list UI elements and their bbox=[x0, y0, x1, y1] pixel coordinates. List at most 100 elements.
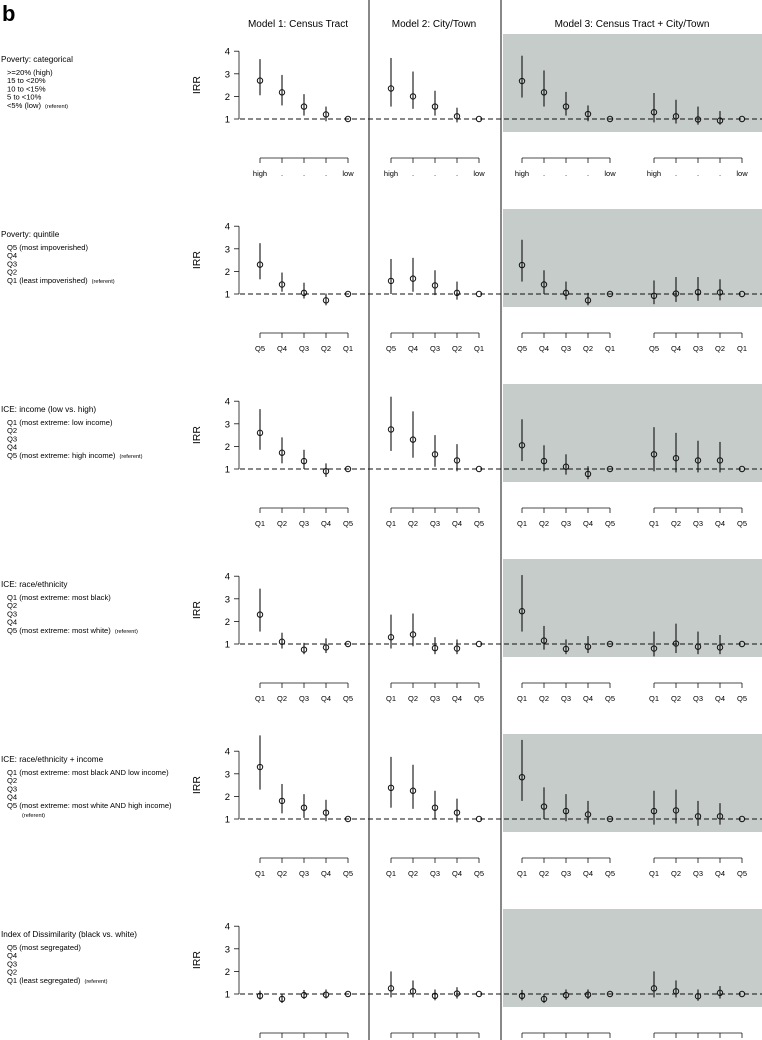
point-estimate-model2 bbox=[431, 644, 439, 652]
point-estimate-model3a bbox=[606, 465, 614, 473]
point-estimate-model2 bbox=[431, 804, 439, 811]
point-estimate-model1 bbox=[278, 797, 286, 805]
y-tick-label: 4 bbox=[225, 222, 230, 233]
point-estimate-model2 bbox=[475, 990, 483, 998]
point-estimate-model3a bbox=[584, 643, 592, 650]
y-tick-label: 1 bbox=[225, 465, 230, 476]
point-estimate-model1 bbox=[256, 429, 264, 437]
x-tick-label: Q3 bbox=[299, 344, 309, 353]
model3-shade-5 bbox=[503, 734, 762, 832]
y-tick-label: 4 bbox=[225, 397, 230, 408]
x-tick-label: Q2 bbox=[408, 519, 418, 528]
x-tick-label: Q2 bbox=[671, 694, 681, 703]
x-tick-label: Q1 bbox=[605, 344, 615, 353]
point-estimate-model3a bbox=[540, 89, 548, 96]
x-tick-label: Q5 bbox=[343, 694, 353, 703]
x-tick-label: Q1 bbox=[255, 694, 265, 703]
x-tick-label: Q5 bbox=[737, 869, 747, 878]
point-estimate-model3b bbox=[738, 290, 746, 298]
point-estimate-model2 bbox=[453, 809, 461, 816]
point-estimate-model1 bbox=[344, 815, 352, 823]
x-tick-label: Q1 bbox=[386, 694, 396, 703]
y-tick-label: 3 bbox=[225, 69, 230, 80]
x-tick-label: Q2 bbox=[277, 519, 287, 528]
x-tick-label: Q5 bbox=[343, 519, 353, 528]
point-estimate-model2 bbox=[409, 93, 417, 100]
x-tick-label: Q4 bbox=[408, 344, 418, 353]
y-tick-label: 4 bbox=[225, 47, 230, 58]
x-tick-label: Q2 bbox=[277, 869, 287, 878]
x-tick-label: Q2 bbox=[408, 869, 418, 878]
x-tick-label: Q5 bbox=[474, 694, 484, 703]
legend-item: Q5 (most extreme: most white AND high in… bbox=[7, 801, 172, 810]
point-estimate-model2 bbox=[453, 289, 461, 297]
exposure-title: Index of Dissimilarity (black vs. white) bbox=[1, 930, 137, 939]
legend-item: Q1 (least segregated) bbox=[7, 976, 81, 985]
x-tick-label: Q2 bbox=[452, 344, 462, 353]
x-tick-label: Q2 bbox=[583, 344, 593, 353]
y-tick-label: 4 bbox=[225, 922, 230, 933]
referent-tag: (referent) bbox=[115, 629, 138, 635]
model3-shade-4 bbox=[503, 559, 762, 657]
point-estimate-model1 bbox=[278, 89, 286, 96]
legend-item: Q3 bbox=[7, 434, 17, 443]
x-tick-label: Q4 bbox=[321, 694, 331, 703]
legend-item: Q4 bbox=[7, 618, 17, 627]
legend-item: Q2 bbox=[7, 426, 17, 435]
x-tick-label: Q4 bbox=[277, 344, 287, 353]
x-tick-label: Q3 bbox=[430, 694, 440, 703]
point-estimate-model3b bbox=[650, 807, 658, 815]
point-estimate-model2 bbox=[431, 103, 439, 110]
referent-tag: (referent) bbox=[22, 813, 45, 819]
x-tick-label: Q5 bbox=[386, 344, 396, 353]
x-tick-label: Q5 bbox=[343, 869, 353, 878]
point-estimate-model3a bbox=[584, 110, 592, 118]
point-estimate-model1 bbox=[322, 468, 330, 475]
exposure-title: Poverty: quintile bbox=[1, 230, 60, 239]
x-tick-label: Q3 bbox=[561, 519, 571, 528]
x-tick-label: high bbox=[647, 169, 661, 178]
x-tick-label: Q4 bbox=[671, 344, 681, 353]
point-estimate-model3b bbox=[716, 117, 724, 124]
x-tick-label: Q2 bbox=[539, 519, 549, 528]
x-tick-label: Q3 bbox=[430, 519, 440, 528]
point-estimate-model2 bbox=[475, 290, 483, 298]
exposure-title: ICE: income (low vs. high) bbox=[1, 405, 96, 414]
x-tick-label: Q3 bbox=[693, 694, 703, 703]
x-tick-label: Q4 bbox=[583, 519, 593, 528]
point-estimate-model1 bbox=[344, 290, 352, 298]
point-estimate-model2 bbox=[409, 787, 417, 794]
x-tick-label: Q1 bbox=[255, 869, 265, 878]
point-estimate-model3a bbox=[584, 991, 592, 998]
y-tick-label: 2 bbox=[225, 617, 230, 628]
legend-item: 15 to <20% bbox=[7, 76, 46, 85]
point-estimate-model3b bbox=[694, 993, 702, 1000]
x-tick-label: Q3 bbox=[299, 869, 309, 878]
point-estimate-model1 bbox=[344, 640, 352, 648]
x-tick-label: . bbox=[719, 169, 721, 178]
x-tick-label: Q3 bbox=[430, 869, 440, 878]
x-tick-label: Q3 bbox=[561, 869, 571, 878]
y-tick-label: 3 bbox=[225, 594, 230, 605]
x-tick-label: . bbox=[675, 169, 677, 178]
x-tick-label: . bbox=[543, 169, 545, 178]
point-estimate-model1 bbox=[322, 644, 330, 651]
point-estimate-model1 bbox=[344, 115, 352, 123]
point-estimate-model3a bbox=[562, 103, 570, 110]
point-estimate-model3b bbox=[716, 644, 724, 651]
point-estimate-model1 bbox=[278, 281, 286, 288]
x-tick-label: Q4 bbox=[583, 694, 593, 703]
y-tick-label: 3 bbox=[225, 419, 230, 430]
x-tick-label: Q1 bbox=[474, 344, 484, 353]
x-tick-label: high bbox=[515, 169, 529, 178]
point-estimate-model2 bbox=[387, 634, 395, 641]
referent-tag: (referent) bbox=[119, 454, 142, 460]
x-tick-label: Q2 bbox=[408, 694, 418, 703]
point-estimate-model3a bbox=[562, 645, 570, 653]
legend-item: Q5 (most segregated) bbox=[7, 943, 81, 952]
legend-item: Q5 (most impoverished) bbox=[7, 243, 88, 252]
point-estimate-model3b bbox=[672, 640, 680, 647]
x-tick-label: Q3 bbox=[561, 694, 571, 703]
point-estimate-model2 bbox=[453, 990, 461, 997]
legend-item: Q1 (least impoverished) bbox=[7, 276, 88, 285]
